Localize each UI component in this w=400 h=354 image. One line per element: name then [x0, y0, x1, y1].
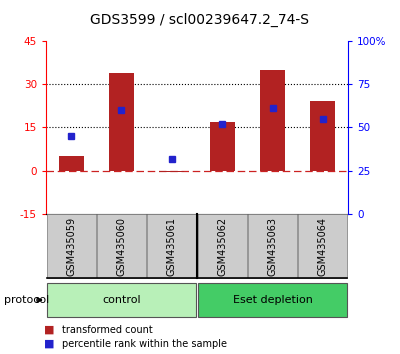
Bar	[310, 101, 336, 171]
Bar	[109, 73, 134, 171]
Text: GDS3599 / scl00239647.2_74-S: GDS3599 / scl00239647.2_74-S	[90, 12, 310, 27]
Bar	[260, 70, 285, 171]
Text: transformed count: transformed count	[62, 325, 153, 335]
Bar	[210, 122, 235, 171]
Text: ■: ■	[44, 325, 54, 335]
Text: protocol: protocol	[4, 295, 49, 305]
Text: GSM435061: GSM435061	[167, 217, 177, 275]
Text: GSM435064: GSM435064	[318, 217, 328, 275]
Text: GSM435060: GSM435060	[116, 217, 126, 275]
Bar	[58, 156, 84, 171]
Text: control: control	[102, 295, 141, 305]
Text: Eset depletion: Eset depletion	[232, 295, 312, 305]
Text: GSM435063: GSM435063	[268, 217, 278, 275]
Text: GSM435059: GSM435059	[66, 216, 76, 276]
Bar	[159, 171, 184, 172]
Text: GSM435062: GSM435062	[217, 216, 227, 276]
Text: ■: ■	[44, 339, 54, 349]
Text: percentile rank within the sample: percentile rank within the sample	[62, 339, 227, 349]
